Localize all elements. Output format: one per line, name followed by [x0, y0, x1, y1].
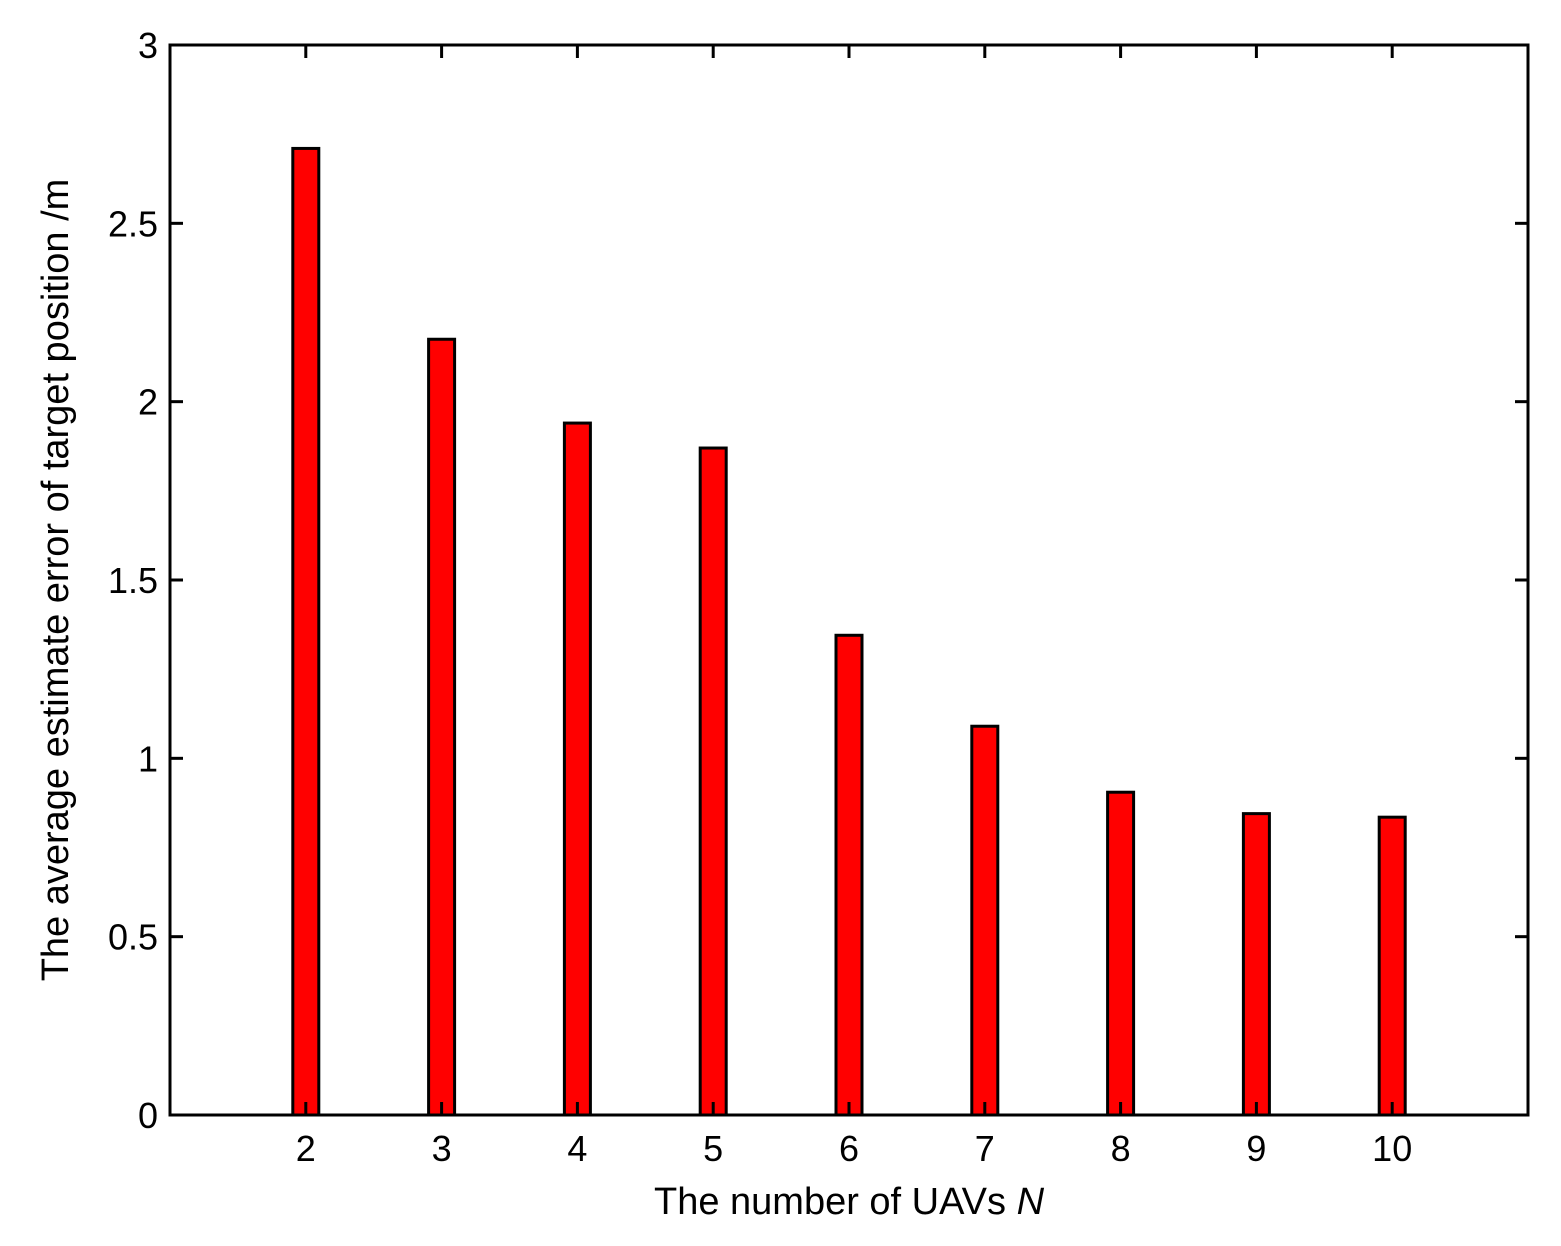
y-tick-labels: 0 0.5 1 1.5 2 2.5 3 — [108, 25, 158, 1136]
bar-7 — [970, 724, 1000, 1117]
x-tick-label-9: 9 — [1246, 1128, 1266, 1169]
bar-5 — [698, 446, 728, 1117]
y-tick-label-4: 2 — [138, 382, 158, 423]
bar-2 — [291, 146, 321, 1117]
bar-8 — [1106, 790, 1136, 1117]
x-axis-title: The number of UAVs N — [654, 1181, 1045, 1223]
bars-group — [291, 146, 1407, 1117]
y-tick-label-5: 2.5 — [108, 203, 158, 244]
x-tick-label-5: 5 — [703, 1128, 723, 1169]
y-tick-label-2: 1 — [138, 738, 158, 779]
y-tick-label-1: 0.5 — [108, 917, 158, 958]
x-tick-label-3: 3 — [432, 1128, 452, 1169]
bar-3 — [427, 337, 457, 1117]
x-axis-title-var: N — [1017, 1181, 1045, 1223]
bar-6 — [834, 633, 864, 1117]
bar-10 — [1377, 815, 1407, 1117]
bar-4 — [562, 421, 592, 1117]
bar-9 — [1241, 812, 1271, 1117]
y-axis-title: The average estimate error of target pos… — [35, 179, 77, 982]
x-tick-label-2: 2 — [296, 1128, 316, 1169]
x-tick-label-6: 6 — [839, 1128, 859, 1169]
plot-frame — [168, 43, 1530, 1117]
x-tick-label-8: 8 — [1111, 1128, 1131, 1169]
x-tick-labels: 2 3 4 5 6 7 8 9 10 — [296, 1128, 1412, 1169]
x-axis-title-text: The number of UAVs — [654, 1181, 1006, 1223]
x-tick-label-7: 7 — [975, 1128, 995, 1169]
y-tick-label-3: 1.5 — [108, 560, 158, 601]
x-tick-label-10: 10 — [1372, 1128, 1412, 1169]
y-tick-label-6: 3 — [138, 25, 158, 66]
y-tick-label-0: 0 — [138, 1095, 158, 1136]
x-tick-label-4: 4 — [567, 1128, 587, 1169]
